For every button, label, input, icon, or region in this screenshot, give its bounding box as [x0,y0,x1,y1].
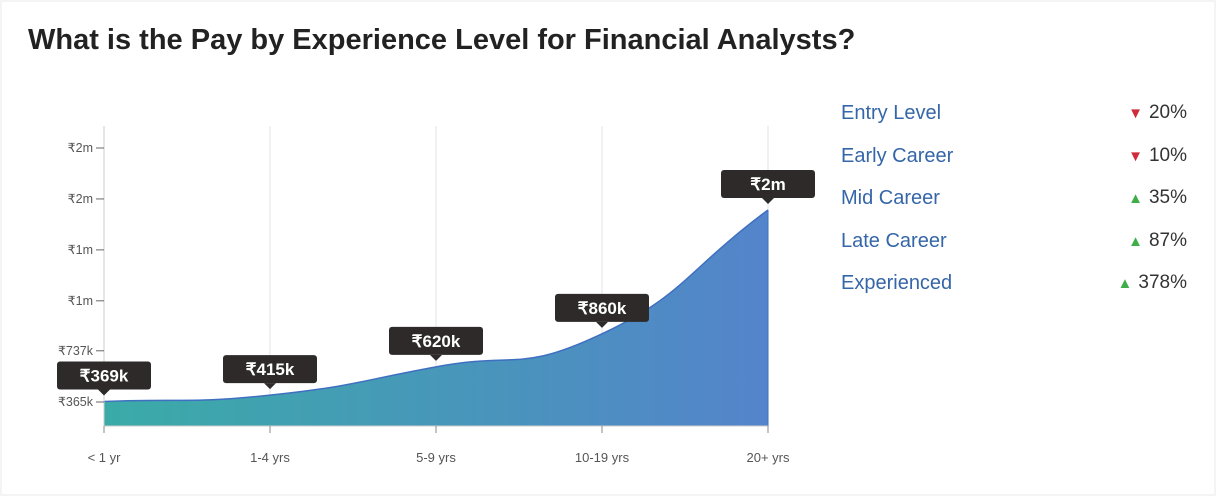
legend-item-entry-level: Entry Level ▼ 20% [841,100,1201,143]
salary-area [104,209,768,426]
legend-item-early-career: Early Career ▼ 10% [841,143,1201,186]
data-label-pointer [264,383,276,390]
data-label-pointer [98,389,110,396]
data-label-box [223,355,317,384]
y-tick-label: ₹365k [58,395,94,409]
up-arrow-icon: ▲ [1128,190,1143,207]
legend-item-late-career: Late Career ▲ 87% [841,228,1201,271]
y-tick-label: ₹1m [68,243,93,257]
data-label: ₹2m [721,169,815,204]
pay-by-experience-chart: ₹365k ₹737k ₹1m ₹1m ₹2m ₹2m < 1 yr 1-4 yrs 5-9 y… [57,126,815,465]
legend-item-experienced: Experienced ▲ 378% [841,270,1201,313]
legend-change: ▲ 378% [1118,272,1187,294]
data-label-pointer [762,197,774,204]
y-tick-label: ₹1m [68,294,93,308]
x-tick-label: < 1 yr [88,450,122,465]
data-label-pointer [596,321,608,328]
x-tick-label: 10-19 yrs [575,450,630,465]
data-label-box [721,169,815,198]
change-value: 35% [1148,187,1187,208]
data-label-text: ₹415k [246,360,295,379]
experience-legend: Entry Level ▼ 20% Early Career ▼ 10% Mid C… [841,100,1201,313]
y-tick-label: ₹2m [68,141,93,155]
legend-label[interactable]: Early Career [841,144,954,167]
down-arrow-icon: ▼ [1128,147,1143,165]
data-label-text: ₹369k [80,366,129,385]
y-tick-label: ₹737k [58,344,94,358]
x-tick-label: 5-9 yrs [416,450,456,465]
legend-label[interactable]: Mid Career [841,187,940,209]
down-arrow-icon: ▼ [1128,105,1143,122]
legend-item-mid-career: Mid Career ▲ 35% [841,185,1201,228]
legend-change: ▼ 20% [1128,102,1187,124]
change-value: 378% [1138,272,1187,293]
data-label-text: ₹620k [412,332,461,351]
data-label-box [389,326,483,355]
up-arrow-icon: ▲ [1117,275,1133,292]
up-arrow-icon: ▲ [1128,232,1143,250]
legend-label[interactable]: Entry Level [841,102,942,124]
data-label: ₹415k [223,355,317,390]
chart-title: What is the Pay by Experience Level for … [28,24,856,56]
data-label-box [57,361,151,390]
change-value: 20% [1148,102,1187,123]
data-label: ₹620k [389,326,483,361]
data-label-text: ₹860k [578,299,627,318]
x-tick-label: 20+ yrs [747,450,790,465]
legend-change: ▲ 87% [1128,230,1187,252]
data-label: ₹860k [555,293,649,328]
legend-label[interactable]: Experienced [841,272,953,294]
data-label-pointer [430,354,442,361]
salary-line [103,209,769,403]
data-label-box [555,293,649,322]
y-tick-label: ₹2m [68,192,93,206]
data-label: ₹369k [57,361,151,396]
legend-label[interactable]: Late Career [841,229,947,252]
x-tick-label: 1-4 yrs [250,450,290,465]
legend-change: ▲ 35% [1128,187,1187,209]
change-value: 10% [1148,144,1187,166]
legend-change: ▼ 10% [1128,145,1187,167]
change-value: 87% [1148,229,1187,251]
data-label-text: ₹2m [750,175,785,194]
